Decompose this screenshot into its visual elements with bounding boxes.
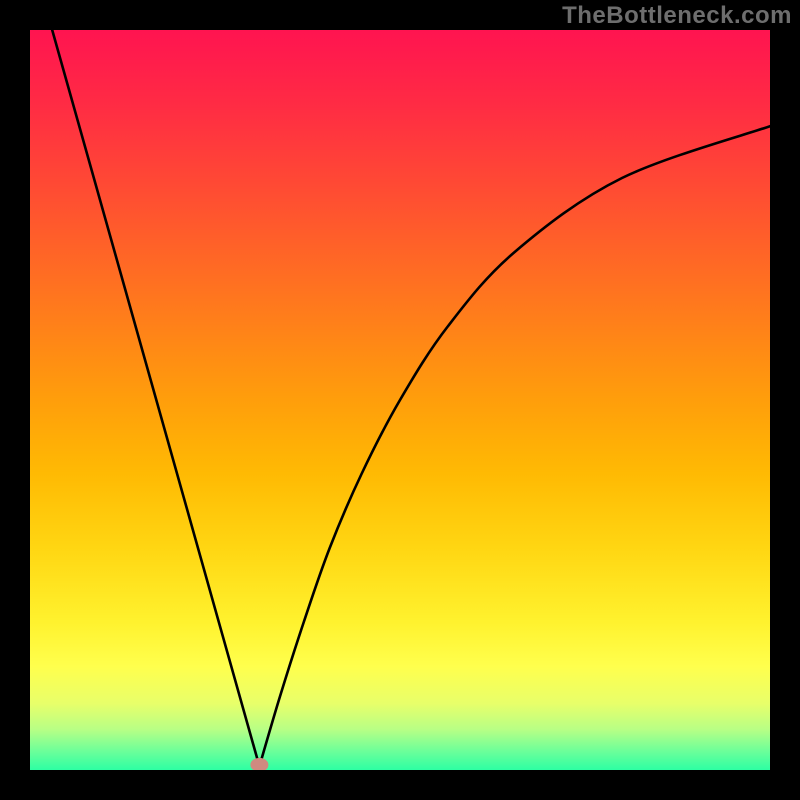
- minimum-marker: [250, 758, 268, 770]
- chart-container: TheBottleneck.com: [0, 0, 800, 800]
- watermark-text: TheBottleneck.com: [562, 2, 792, 30]
- bottleneck-curve: [30, 30, 770, 770]
- plot-frame: [30, 30, 770, 770]
- plot-area: [30, 30, 770, 770]
